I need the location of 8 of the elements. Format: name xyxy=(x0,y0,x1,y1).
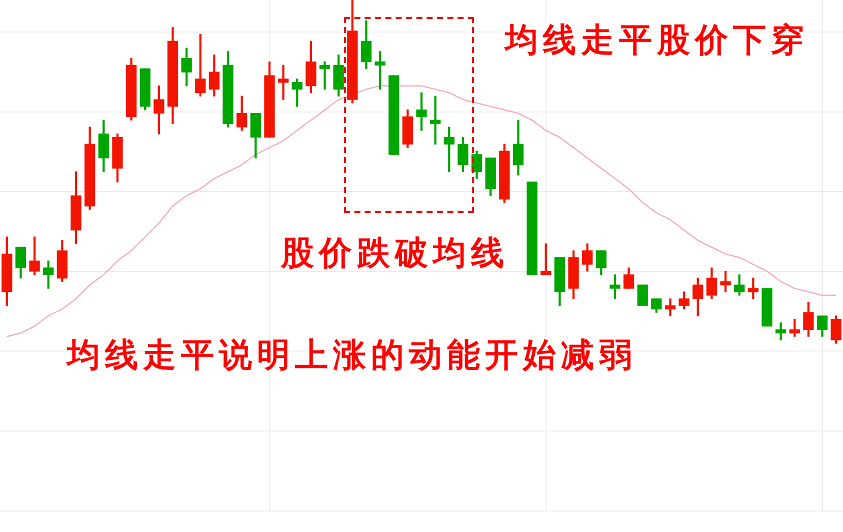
annotation: 均线走平股价下穿 xyxy=(505,20,809,60)
candlestick xyxy=(430,96,441,145)
candlestick xyxy=(775,322,786,340)
candlestick xyxy=(319,61,330,90)
candlestick xyxy=(748,278,758,300)
candlestick xyxy=(278,64,289,100)
annotation: 股价跌破均线 xyxy=(281,233,509,273)
annotation: 均线走平说明上涨的动能开始减弱 xyxy=(67,335,637,375)
